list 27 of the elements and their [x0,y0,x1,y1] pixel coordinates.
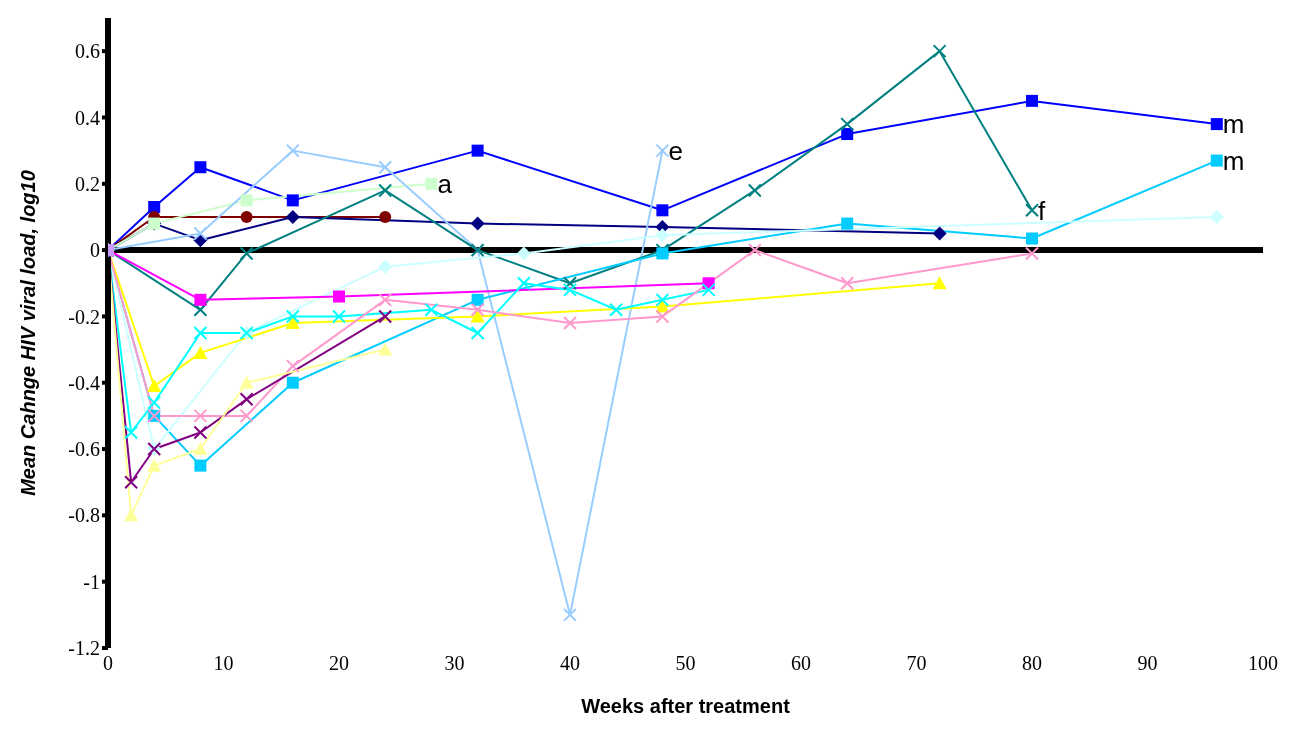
annotation: e [668,135,683,166]
x-tick-label: 80 [1022,652,1042,675]
x-tick-label: 100 [1248,652,1278,675]
x-tick-label: 90 [1137,652,1158,675]
y-axis-title: Mean Cahnge HIV viral load, log10 [17,170,40,496]
x-tick-label: 10 [213,652,234,675]
x-tick-label: 50 [675,652,696,675]
y-tick-label: 0 [90,239,100,262]
y-tick-label: 0.6 [75,40,100,63]
annotation: m [1222,109,1245,140]
y-tick-label: -0.6 [68,438,100,461]
x-axis-title: Weeks after treatment [581,695,791,717]
x-tick-label: 20 [329,652,349,675]
x-tick-label: 40 [560,652,580,675]
annotation: f [1038,195,1046,226]
x-tick-label: 60 [791,652,811,675]
annotation: a [437,169,453,200]
y-tick-label: -0.8 [68,504,100,527]
y-tick-label: -0.2 [68,305,100,328]
y-tick-label: 0.4 [75,106,100,129]
x-tick-label: 30 [444,652,465,675]
x-tick-label: 70 [906,652,927,675]
y-tick-label: -1.2 [68,637,100,660]
y-tick-label: -1 [83,570,100,593]
y-tick-label: 0.2 [75,172,100,195]
annotation: m [1222,145,1245,176]
y-tick-label: -0.4 [68,371,100,394]
